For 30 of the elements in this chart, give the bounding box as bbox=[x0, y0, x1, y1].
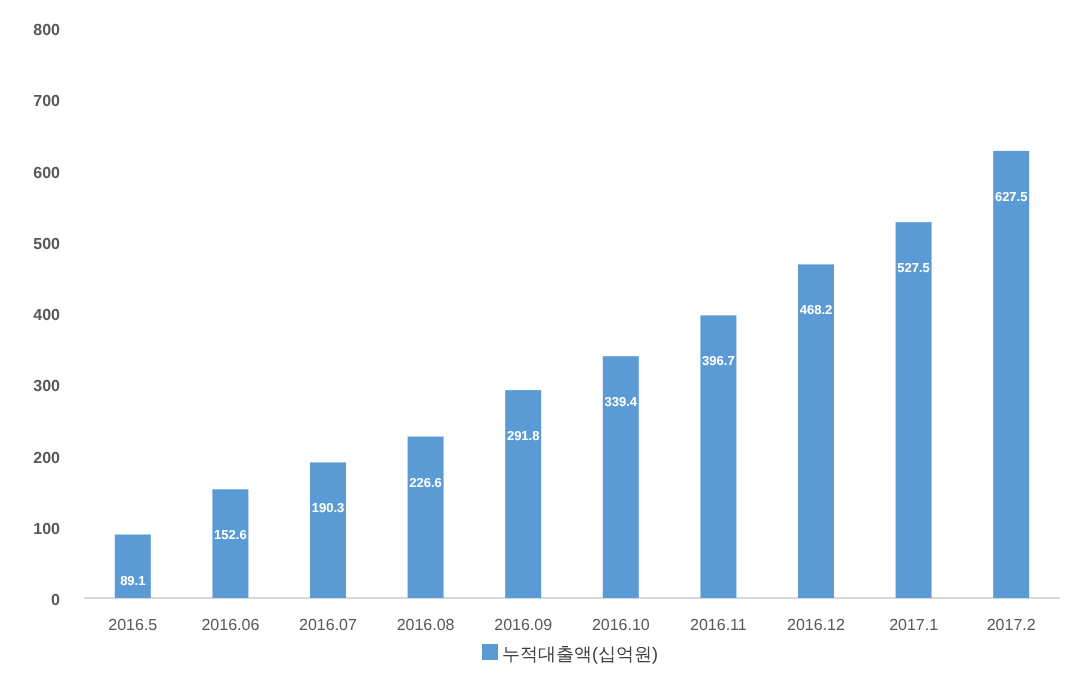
x-tick-label: 2016.10 bbox=[591, 616, 651, 634]
y-tick-label: 800 bbox=[33, 21, 62, 39]
y-tick-label: 300 bbox=[33, 377, 62, 396]
bar bbox=[114, 534, 151, 598]
x-tick-label: 2017.2 bbox=[986, 616, 1037, 634]
bar bbox=[895, 222, 932, 598]
bar bbox=[505, 390, 542, 598]
bar bbox=[407, 436, 444, 598]
y-tick-label: 700 bbox=[33, 92, 62, 111]
bar bbox=[212, 489, 249, 598]
y-tick-label: 200 bbox=[33, 448, 62, 467]
x-tick-label: 2016.11 bbox=[690, 616, 748, 634]
x-tick-label: 2017.1 bbox=[889, 616, 940, 634]
x-tick-label: 2016.06 bbox=[201, 616, 261, 634]
y-tick-label: 600 bbox=[33, 163, 62, 182]
y-tick-label: 100 bbox=[33, 519, 62, 538]
x-tick-label: 2016.5 bbox=[108, 616, 159, 634]
bar bbox=[993, 150, 1030, 598]
bar bbox=[602, 356, 639, 598]
x-tick-label: 2016.08 bbox=[396, 616, 456, 634]
y-tick-label: 0 bbox=[51, 591, 62, 609]
bar bbox=[310, 462, 346, 598]
y-tick-label: 400 bbox=[33, 306, 62, 324]
x-tick-label: 2016.07 bbox=[299, 616, 359, 634]
y-tick-label: 500 bbox=[33, 234, 62, 253]
legend-label: 누적대출액(십억원) bbox=[502, 644, 658, 664]
bar bbox=[798, 264, 834, 598]
x-tick-label: 2016.09 bbox=[494, 616, 554, 634]
bar bbox=[700, 315, 737, 598]
x-tick-label: 2016.12 bbox=[787, 616, 847, 634]
